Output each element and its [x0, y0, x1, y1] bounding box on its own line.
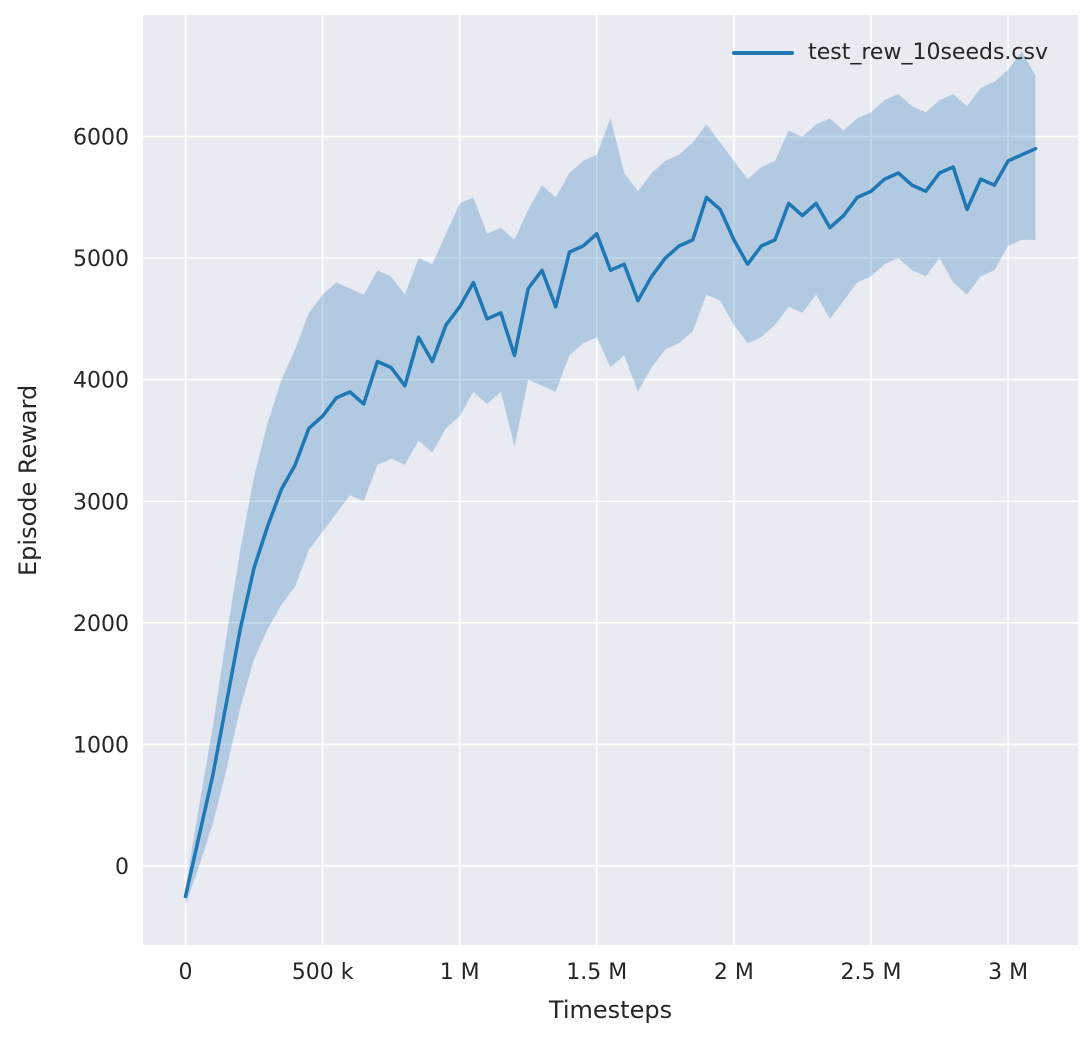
y-tick-label: 6000 [73, 126, 129, 151]
legend-series-label: test_rew_10seeds.csv [808, 40, 1048, 65]
x-tick-label: 1.5 M [566, 960, 627, 985]
x-tick-label: 1 M [440, 960, 480, 985]
x-tick-label: 2 M [714, 960, 754, 985]
legend: test_rew_10seeds.csv [732, 40, 1048, 65]
y-tick-label: 1000 [73, 733, 129, 758]
x-axis-label: Timesteps [548, 996, 673, 1024]
x-tick-label: 3 M [988, 960, 1028, 985]
y-tick-label: 5000 [73, 247, 129, 272]
y-tick-label: 4000 [73, 369, 129, 394]
y-tick-label: 3000 [73, 490, 129, 515]
y-tick-label: 0 [115, 855, 129, 880]
legend-line-sample [732, 50, 795, 55]
x-tick-label: 500 k [292, 960, 354, 985]
y-axis-label: Episode Reward [14, 384, 42, 576]
x-tick-label: 2.5 M [840, 960, 901, 985]
y-tick-label: 2000 [73, 612, 129, 637]
x-tick-label: 0 [179, 960, 193, 985]
